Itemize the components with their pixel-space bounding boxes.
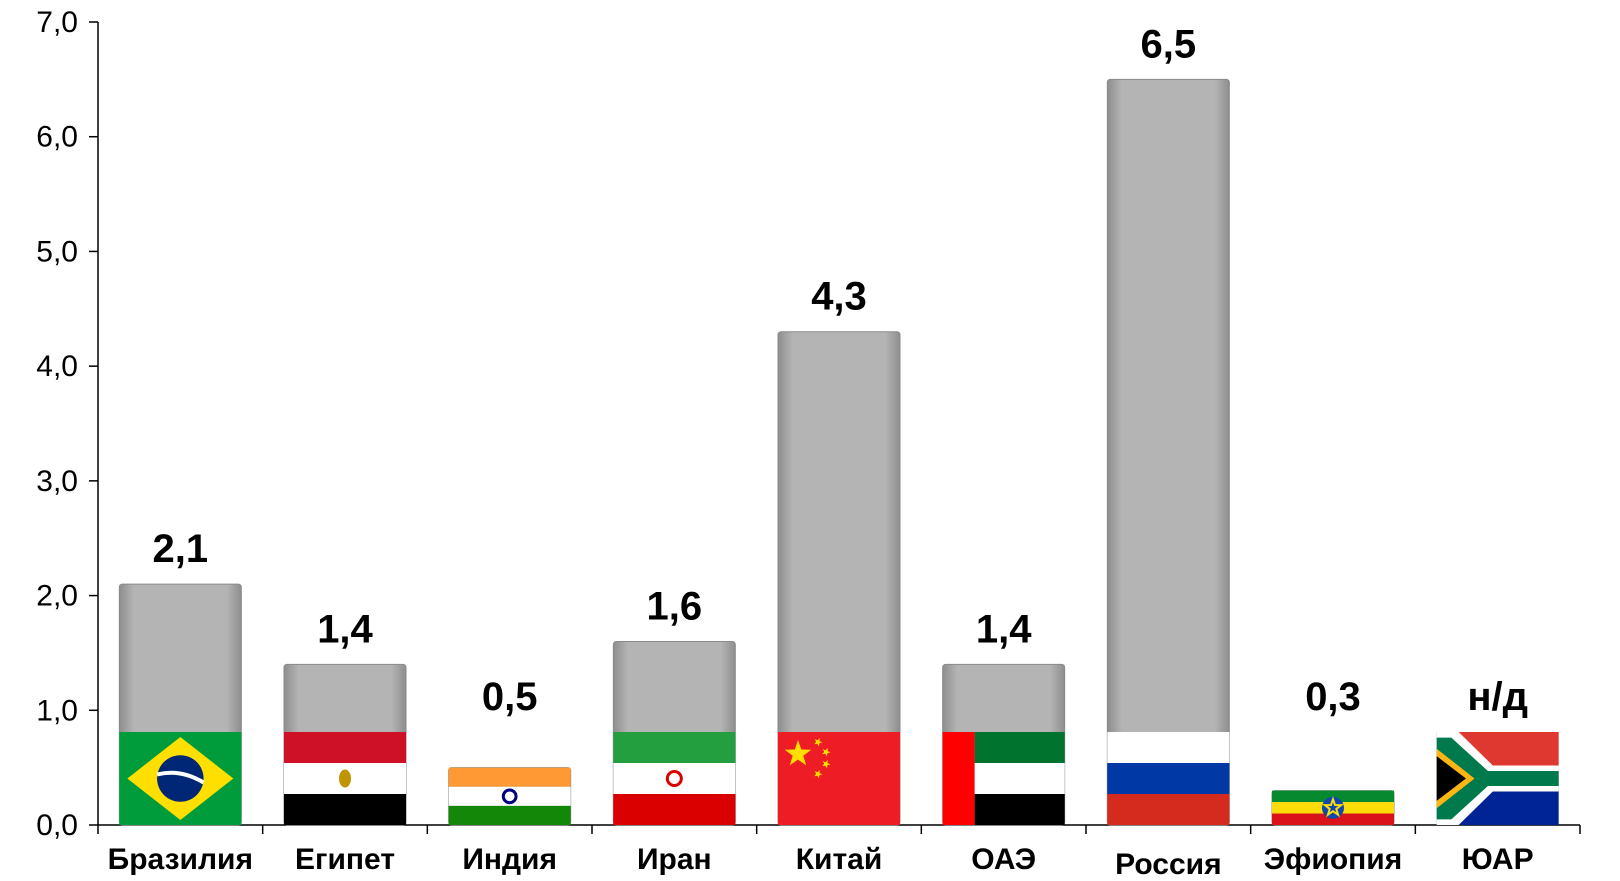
egypt-flag-icon xyxy=(284,732,406,825)
china-small-star-icon xyxy=(822,759,831,769)
uae-black xyxy=(974,794,1065,825)
bars xyxy=(118,78,1395,826)
brazil-band xyxy=(156,770,205,785)
x-tick-label: Китай xyxy=(796,843,883,876)
y-tick-label: 5,0 xyxy=(36,235,78,268)
data-label: 2,1 xyxy=(153,527,209,571)
x-tick-label: Бразилия xyxy=(108,843,253,876)
y-tick-label: 3,0 xyxy=(36,465,78,498)
ethiopia-flag-icon xyxy=(1272,790,1394,825)
russia-blue xyxy=(1107,763,1230,794)
y-tick-label: 7,0 xyxy=(36,6,78,39)
brazil-globe xyxy=(157,755,204,802)
russia-white xyxy=(1107,732,1230,763)
uae-red xyxy=(942,732,975,825)
china-small-star-icon xyxy=(814,769,823,779)
china-small-star-icon xyxy=(822,747,831,757)
x-axis: Бразилия Египет Индия Иран Китай ОАЭ Россия Эфи… xyxy=(97,824,1581,881)
data-label: 0,5 xyxy=(482,675,538,719)
india-saffron xyxy=(448,767,571,787)
data-label: 4,3 xyxy=(811,275,867,319)
rsa-green-y xyxy=(1436,737,1559,820)
iran-green xyxy=(613,732,736,763)
china-flag-icon xyxy=(778,732,900,825)
y-axis: 0,0 1,0 2,0 3,0 4,0 5,0 6,0 7,0 xyxy=(36,6,99,842)
egypt-red xyxy=(284,732,406,763)
data-labels: 2,1 1,4 0,5 1,6 4,3 1,4 6,5 0,3 н/д xyxy=(153,22,1528,719)
x-tick-label: Египет xyxy=(295,843,395,876)
iran-flag-icon xyxy=(613,732,736,825)
data-label: н/д xyxy=(1467,675,1528,719)
x-tick-label: Иран xyxy=(637,843,712,876)
x-tick-label: Эфиопия xyxy=(1264,843,1402,876)
data-label: 0,3 xyxy=(1305,675,1361,719)
flags xyxy=(119,732,1559,825)
x-tick-label: Россия xyxy=(1115,848,1222,881)
india-white xyxy=(448,786,571,806)
china-big-star-icon xyxy=(784,740,812,766)
data-label: 1,4 xyxy=(317,607,373,651)
ethiopia-star-icon xyxy=(1321,796,1345,818)
y-tick-label: 2,0 xyxy=(36,580,78,613)
brazil-flag-icon xyxy=(119,732,242,825)
iran-red xyxy=(613,794,736,825)
south-africa-flag-icon xyxy=(1436,732,1559,825)
iran-white xyxy=(613,763,736,794)
india-green xyxy=(448,805,571,825)
russia-red xyxy=(1107,794,1230,825)
india-flag-icon xyxy=(448,767,571,825)
x-tick-label: ЮАР xyxy=(1462,843,1534,876)
ethiopia-red xyxy=(1272,813,1394,825)
uae-white xyxy=(974,763,1065,794)
rsa-black-triangle xyxy=(1436,756,1466,801)
russia-flag-icon xyxy=(1107,732,1230,825)
y-tick-label: 4,0 xyxy=(36,350,78,383)
y-tick-label: 1,0 xyxy=(36,694,78,727)
y-tick-label: 6,0 xyxy=(36,121,78,154)
x-tick-label: Индия xyxy=(462,843,557,876)
y-tick-label: 0,0 xyxy=(36,809,78,842)
uae-flag-icon xyxy=(942,732,1065,825)
x-tick-label: ОАЭ xyxy=(971,843,1036,876)
data-label: 6,5 xyxy=(1141,22,1197,66)
china-small-star-icon xyxy=(814,737,823,747)
data-label: 1,4 xyxy=(976,607,1032,651)
india-wheel-icon xyxy=(501,788,518,805)
egypt-eagle-icon xyxy=(339,769,351,788)
egypt-black xyxy=(284,794,406,825)
data-label: 1,6 xyxy=(647,584,703,628)
bar-russia xyxy=(1106,78,1230,826)
uae-green xyxy=(974,732,1065,763)
iran-emblem-icon xyxy=(665,770,683,787)
